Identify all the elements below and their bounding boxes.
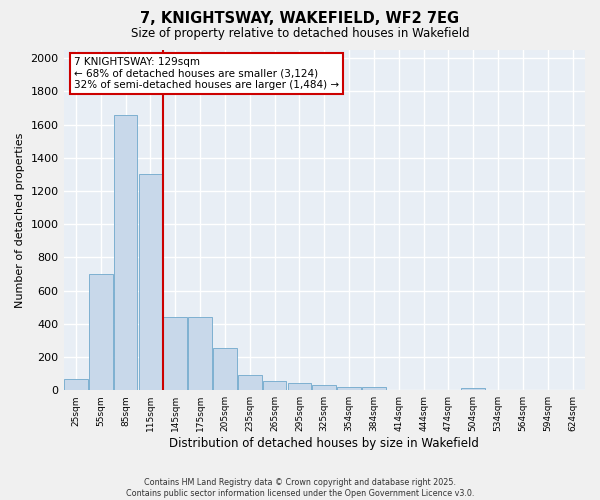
Bar (362, 387, 386, 390)
Bar (287, 382, 311, 390)
Text: Size of property relative to detached houses in Wakefield: Size of property relative to detached ho… (131, 26, 469, 40)
Bar (139, 174, 162, 390)
Bar (337, 387, 361, 390)
X-axis label: Distribution of detached houses by size in Wakefield: Distribution of detached houses by size … (169, 437, 479, 450)
Y-axis label: Number of detached properties: Number of detached properties (15, 132, 25, 308)
Bar (114, 114, 137, 390)
Bar (213, 348, 237, 390)
Bar (313, 385, 336, 390)
Text: 7 KNIGHTSWAY: 129sqm
← 68% of detached houses are smaller (3,124)
32% of semi-de: 7 KNIGHTSWAY: 129sqm ← 68% of detached h… (74, 57, 339, 90)
Bar (64, 380, 88, 390)
Bar (188, 317, 212, 390)
Text: Contains HM Land Registry data © Crown copyright and database right 2025.
Contai: Contains HM Land Registry data © Crown c… (126, 478, 474, 498)
Bar (89, 274, 113, 390)
Bar (263, 381, 286, 390)
Bar (461, 388, 485, 390)
Bar (238, 376, 262, 390)
Text: 7, KNIGHTSWAY, WAKEFIELD, WF2 7EG: 7, KNIGHTSWAY, WAKEFIELD, WF2 7EG (140, 11, 460, 26)
Bar (163, 317, 187, 390)
